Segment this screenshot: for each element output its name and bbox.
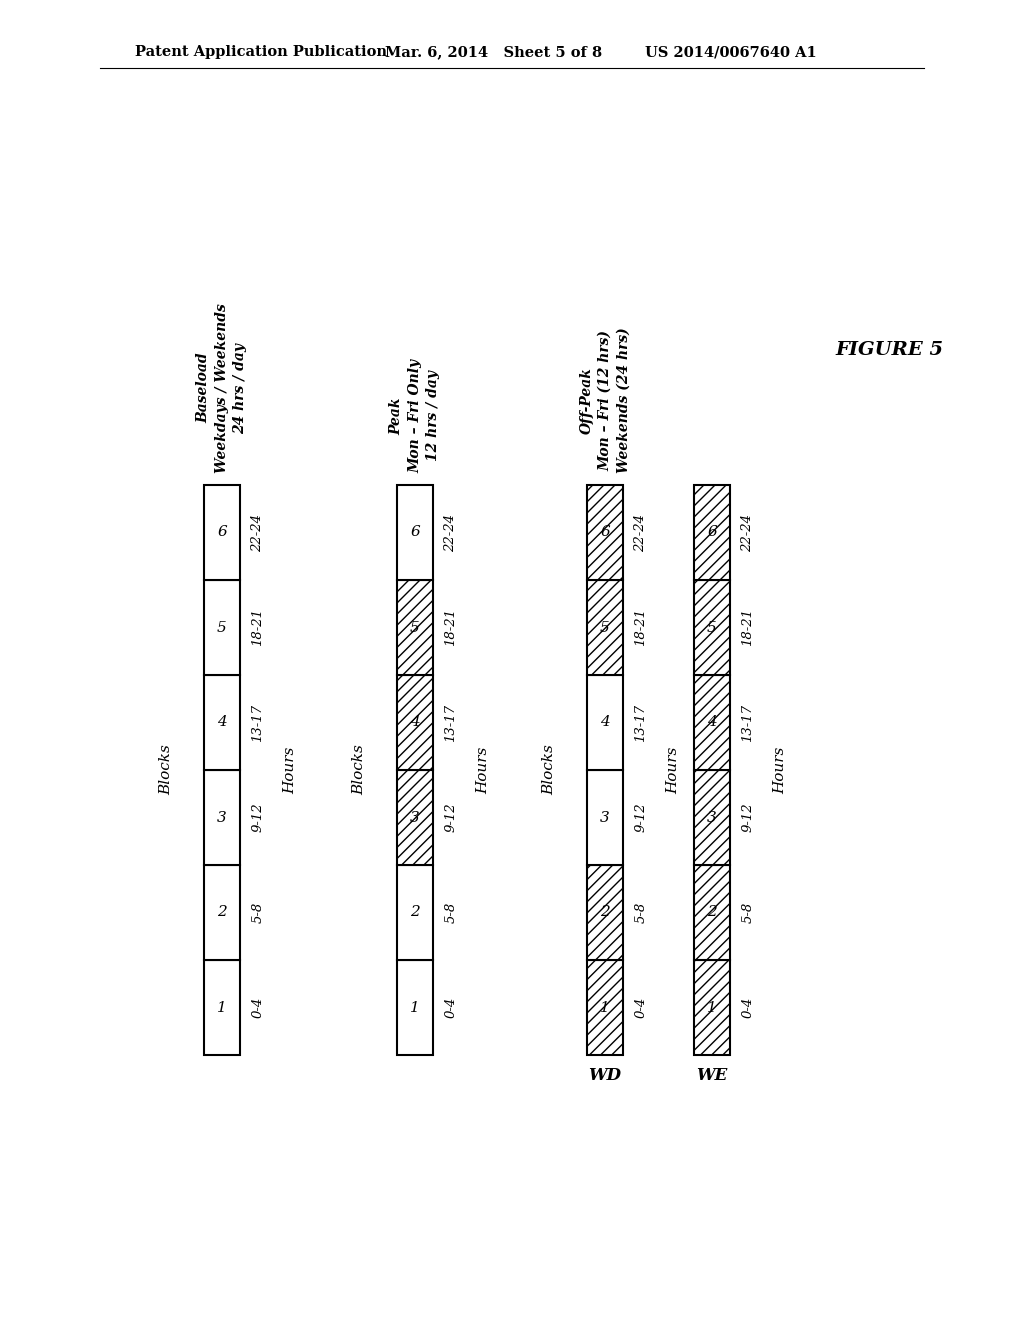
Bar [204,770,240,865]
Text: 5-8: 5-8 [252,902,264,923]
Text: 4: 4 [411,715,420,730]
Bar [587,675,623,770]
Text: 9-12: 9-12 [741,803,755,833]
Text: 2: 2 [217,906,227,920]
Text: 9-12: 9-12 [635,803,647,833]
Text: 1: 1 [708,1001,717,1015]
Text: Off-Peak
Mon – Fri (12 hrs)
Weekends (24 hrs): Off-Peak Mon – Fri (12 hrs) Weekends (24… [580,327,631,473]
Text: 6: 6 [217,525,227,540]
Bar [694,770,730,865]
Text: 9-12: 9-12 [444,803,458,833]
Text: 0-4: 0-4 [444,997,458,1018]
Bar [397,865,433,960]
Text: Mar. 6, 2014   Sheet 5 of 8: Mar. 6, 2014 Sheet 5 of 8 [385,45,602,59]
Text: 1: 1 [600,1001,610,1015]
Text: 18-21: 18-21 [252,609,264,647]
Text: Hours: Hours [476,746,490,793]
Bar [587,865,623,960]
Text: 5: 5 [600,620,610,635]
Bar [397,960,433,1055]
Bar [694,675,730,770]
Text: 3: 3 [217,810,227,825]
Text: 5: 5 [411,620,420,635]
Text: Patent Application Publication: Patent Application Publication [135,45,387,59]
Text: 5: 5 [708,620,717,635]
Text: 13-17: 13-17 [252,704,264,742]
Text: 5: 5 [217,620,227,635]
Text: 6: 6 [411,525,420,540]
Bar [587,770,623,865]
Text: 2: 2 [411,906,420,920]
Bar [694,484,730,579]
Text: WE: WE [696,1067,728,1084]
Text: 4: 4 [217,715,227,730]
Text: FIGURE 5: FIGURE 5 [836,341,944,359]
Text: 5-8: 5-8 [444,902,458,923]
Text: 22-24: 22-24 [635,513,647,552]
Text: 4: 4 [600,715,610,730]
Text: 9-12: 9-12 [252,803,264,833]
Text: 0-4: 0-4 [741,997,755,1018]
Text: 5-8: 5-8 [635,902,647,923]
Text: 1: 1 [217,1001,227,1015]
Text: 22-24: 22-24 [252,513,264,552]
Text: Hours: Hours [773,746,787,793]
Bar [204,675,240,770]
Text: 4: 4 [708,715,717,730]
Text: Hours: Hours [666,746,680,793]
Text: 6: 6 [600,525,610,540]
Text: 3: 3 [600,810,610,825]
Bar [694,960,730,1055]
Bar [397,579,433,675]
Bar [204,484,240,579]
Text: Peak
Mon – Fri Only
12 hrs / day: Peak Mon – Fri Only 12 hrs / day [389,359,440,473]
Text: 0-4: 0-4 [252,997,264,1018]
Bar [397,484,433,579]
Bar [204,960,240,1055]
Text: 13-17: 13-17 [444,704,458,742]
Text: US 2014/0067640 A1: US 2014/0067640 A1 [645,45,817,59]
Text: Hours: Hours [283,746,297,793]
Text: 22-24: 22-24 [444,513,458,552]
Text: Blocks: Blocks [352,744,366,796]
Bar [204,865,240,960]
Text: 13-17: 13-17 [635,704,647,742]
Text: 3: 3 [708,810,717,825]
Bar [587,960,623,1055]
Text: Baseload
Weekdays / Weekends
24 hrs / day: Baseload Weekdays / Weekends 24 hrs / da… [197,304,248,473]
Bar [397,675,433,770]
Bar [587,484,623,579]
Text: 13-17: 13-17 [741,704,755,742]
Text: 22-24: 22-24 [741,513,755,552]
Bar [204,579,240,675]
Text: WD: WD [589,1067,622,1084]
Bar [397,770,433,865]
Text: 5-8: 5-8 [741,902,755,923]
Text: 2: 2 [708,906,717,920]
Text: 18-21: 18-21 [635,609,647,647]
Text: 3: 3 [411,810,420,825]
Text: Blocks: Blocks [542,744,556,796]
Text: 18-21: 18-21 [444,609,458,647]
Bar [587,579,623,675]
Text: 2: 2 [600,906,610,920]
Text: 6: 6 [708,525,717,540]
Bar [694,865,730,960]
Text: Blocks: Blocks [159,744,173,796]
Bar [694,579,730,675]
Text: 18-21: 18-21 [741,609,755,647]
Text: 0-4: 0-4 [635,997,647,1018]
Text: 1: 1 [411,1001,420,1015]
